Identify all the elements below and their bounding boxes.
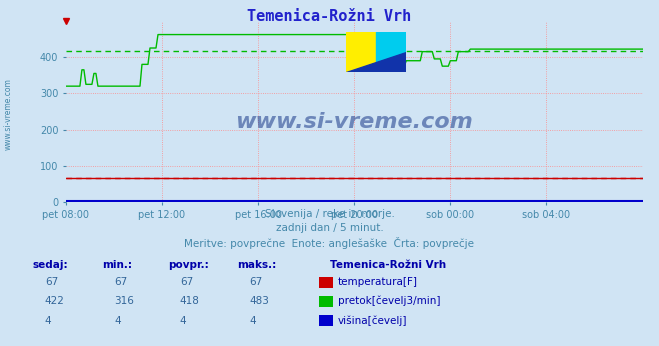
Text: www.si-vreme.com: www.si-vreme.com xyxy=(3,78,13,150)
Text: 4: 4 xyxy=(114,316,121,326)
Text: 4: 4 xyxy=(45,316,51,326)
Text: www.si-vreme.com: www.si-vreme.com xyxy=(235,112,473,133)
Text: Temenica-Rožni Vrh: Temenica-Rožni Vrh xyxy=(330,260,445,270)
Text: 4: 4 xyxy=(180,316,186,326)
Text: sedaj:: sedaj: xyxy=(33,260,69,270)
Text: 67: 67 xyxy=(45,277,58,288)
Text: Temenica-Rožni Vrh: Temenica-Rožni Vrh xyxy=(247,9,412,24)
Text: min.:: min.: xyxy=(102,260,132,270)
Polygon shape xyxy=(345,32,376,72)
Text: višina[čevelj]: višina[čevelj] xyxy=(338,315,407,326)
Text: 67: 67 xyxy=(180,277,193,288)
Text: maks.:: maks.: xyxy=(237,260,277,270)
Text: 418: 418 xyxy=(180,297,200,307)
Polygon shape xyxy=(376,32,406,72)
Text: 422: 422 xyxy=(45,297,65,307)
Text: pretok[čevelj3/min]: pretok[čevelj3/min] xyxy=(338,296,441,307)
Text: temperatura[F]: temperatura[F] xyxy=(338,277,418,288)
Text: 316: 316 xyxy=(114,297,134,307)
Text: Meritve: povprečne  Enote: anglešaške  Črta: povprečje: Meritve: povprečne Enote: anglešaške Črt… xyxy=(185,237,474,249)
Text: 4: 4 xyxy=(249,316,256,326)
Text: Slovenija / reke in morje.: Slovenija / reke in morje. xyxy=(264,209,395,219)
Text: 67: 67 xyxy=(114,277,127,288)
Text: zadnji dan / 5 minut.: zadnji dan / 5 minut. xyxy=(275,223,384,233)
Polygon shape xyxy=(345,52,406,72)
Text: 483: 483 xyxy=(249,297,269,307)
Text: povpr.:: povpr.: xyxy=(168,260,209,270)
Text: 67: 67 xyxy=(249,277,262,288)
